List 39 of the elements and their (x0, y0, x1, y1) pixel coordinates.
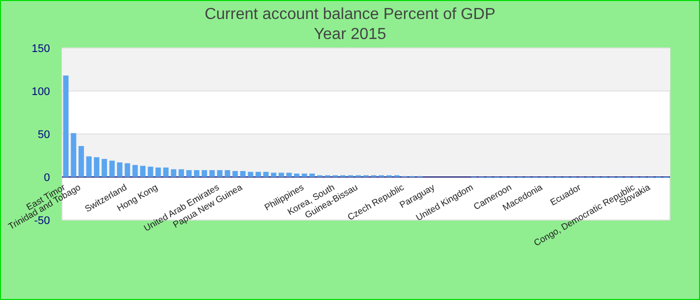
bar (70, 133, 76, 177)
bar (248, 172, 254, 177)
bar (256, 172, 261, 177)
bar (140, 166, 146, 177)
bar (170, 169, 176, 177)
bar (148, 166, 154, 177)
bar (109, 160, 115, 177)
bar (186, 170, 192, 177)
y-tick-label: 100 (32, 86, 50, 98)
bar (202, 170, 208, 177)
bar (86, 156, 92, 177)
bar (278, 172, 284, 177)
bar (270, 172, 276, 177)
bar (163, 168, 169, 177)
bar (78, 146, 84, 177)
bar (240, 170, 246, 177)
chart-title: Current account balance Percent of GDP (204, 6, 496, 23)
bar (263, 172, 269, 177)
bar (224, 170, 230, 177)
bar (63, 76, 69, 177)
bar (294, 174, 300, 177)
bar (209, 170, 215, 177)
y-tick-label: 0 (44, 172, 50, 184)
bar (286, 172, 292, 177)
bar (194, 170, 200, 177)
bar (102, 158, 108, 177)
bar (117, 162, 122, 177)
bar (132, 164, 138, 177)
bar (124, 163, 130, 177)
chart-subtitle: Year 2015 (314, 26, 386, 43)
y-tick-label: 50 (38, 129, 50, 141)
bar (232, 170, 238, 177)
y-tick-label: 150 (32, 43, 50, 55)
bar (178, 169, 184, 177)
bar (156, 168, 161, 177)
bar (94, 157, 100, 177)
bar (217, 170, 222, 177)
bar (309, 174, 315, 177)
bar (302, 174, 308, 177)
